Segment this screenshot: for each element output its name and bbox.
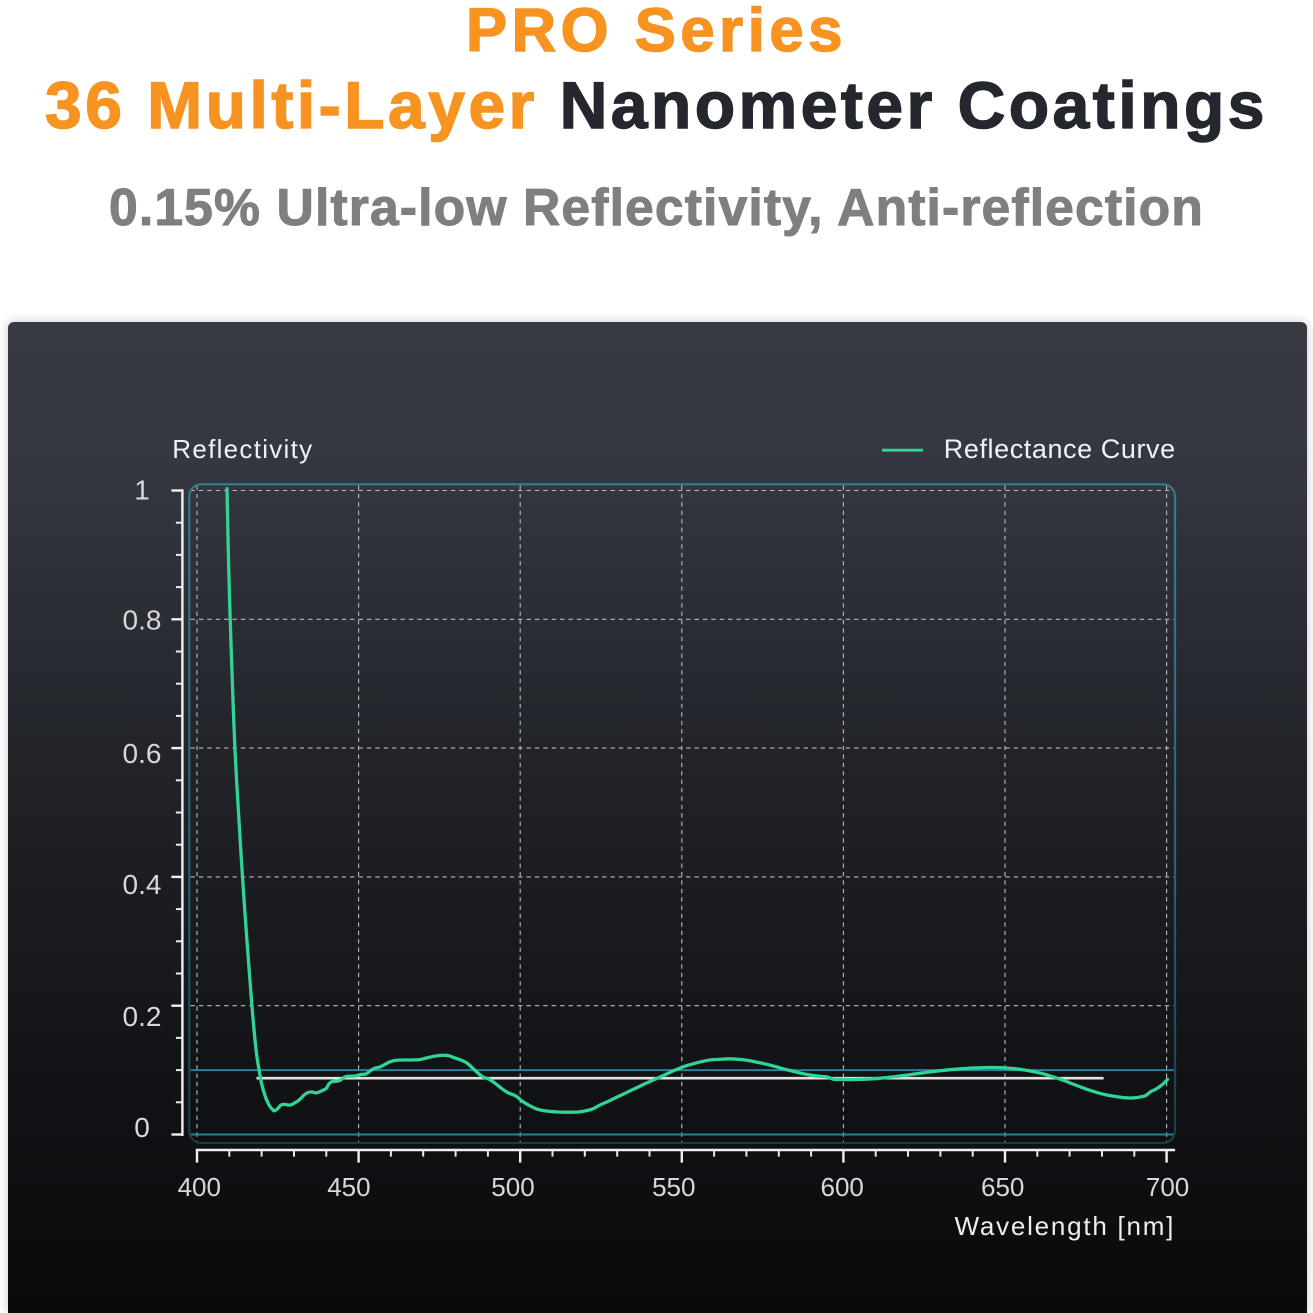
svg-text:400: 400 (178, 1172, 221, 1202)
svg-text:0.8: 0.8 (123, 604, 162, 635)
svg-text:450: 450 (327, 1172, 370, 1202)
svg-text:550: 550 (652, 1172, 695, 1202)
svg-text:1: 1 (134, 475, 150, 506)
svg-text:600: 600 (821, 1172, 864, 1202)
svg-text:650: 650 (981, 1172, 1024, 1202)
svg-text:700: 700 (1146, 1172, 1189, 1202)
svg-text:0.4: 0.4 (123, 869, 162, 900)
svg-text:500: 500 (491, 1172, 534, 1202)
svg-text:0.6: 0.6 (123, 738, 162, 769)
svg-text:0: 0 (134, 1112, 150, 1143)
svg-text:Wavelength [nm]: Wavelength [nm] (955, 1211, 1174, 1241)
svg-text:0.2: 0.2 (123, 1001, 162, 1032)
svg-text:Reflectivity: Reflectivity (172, 434, 312, 464)
svg-text:Reflectance Curve: Reflectance Curve (944, 434, 1175, 464)
